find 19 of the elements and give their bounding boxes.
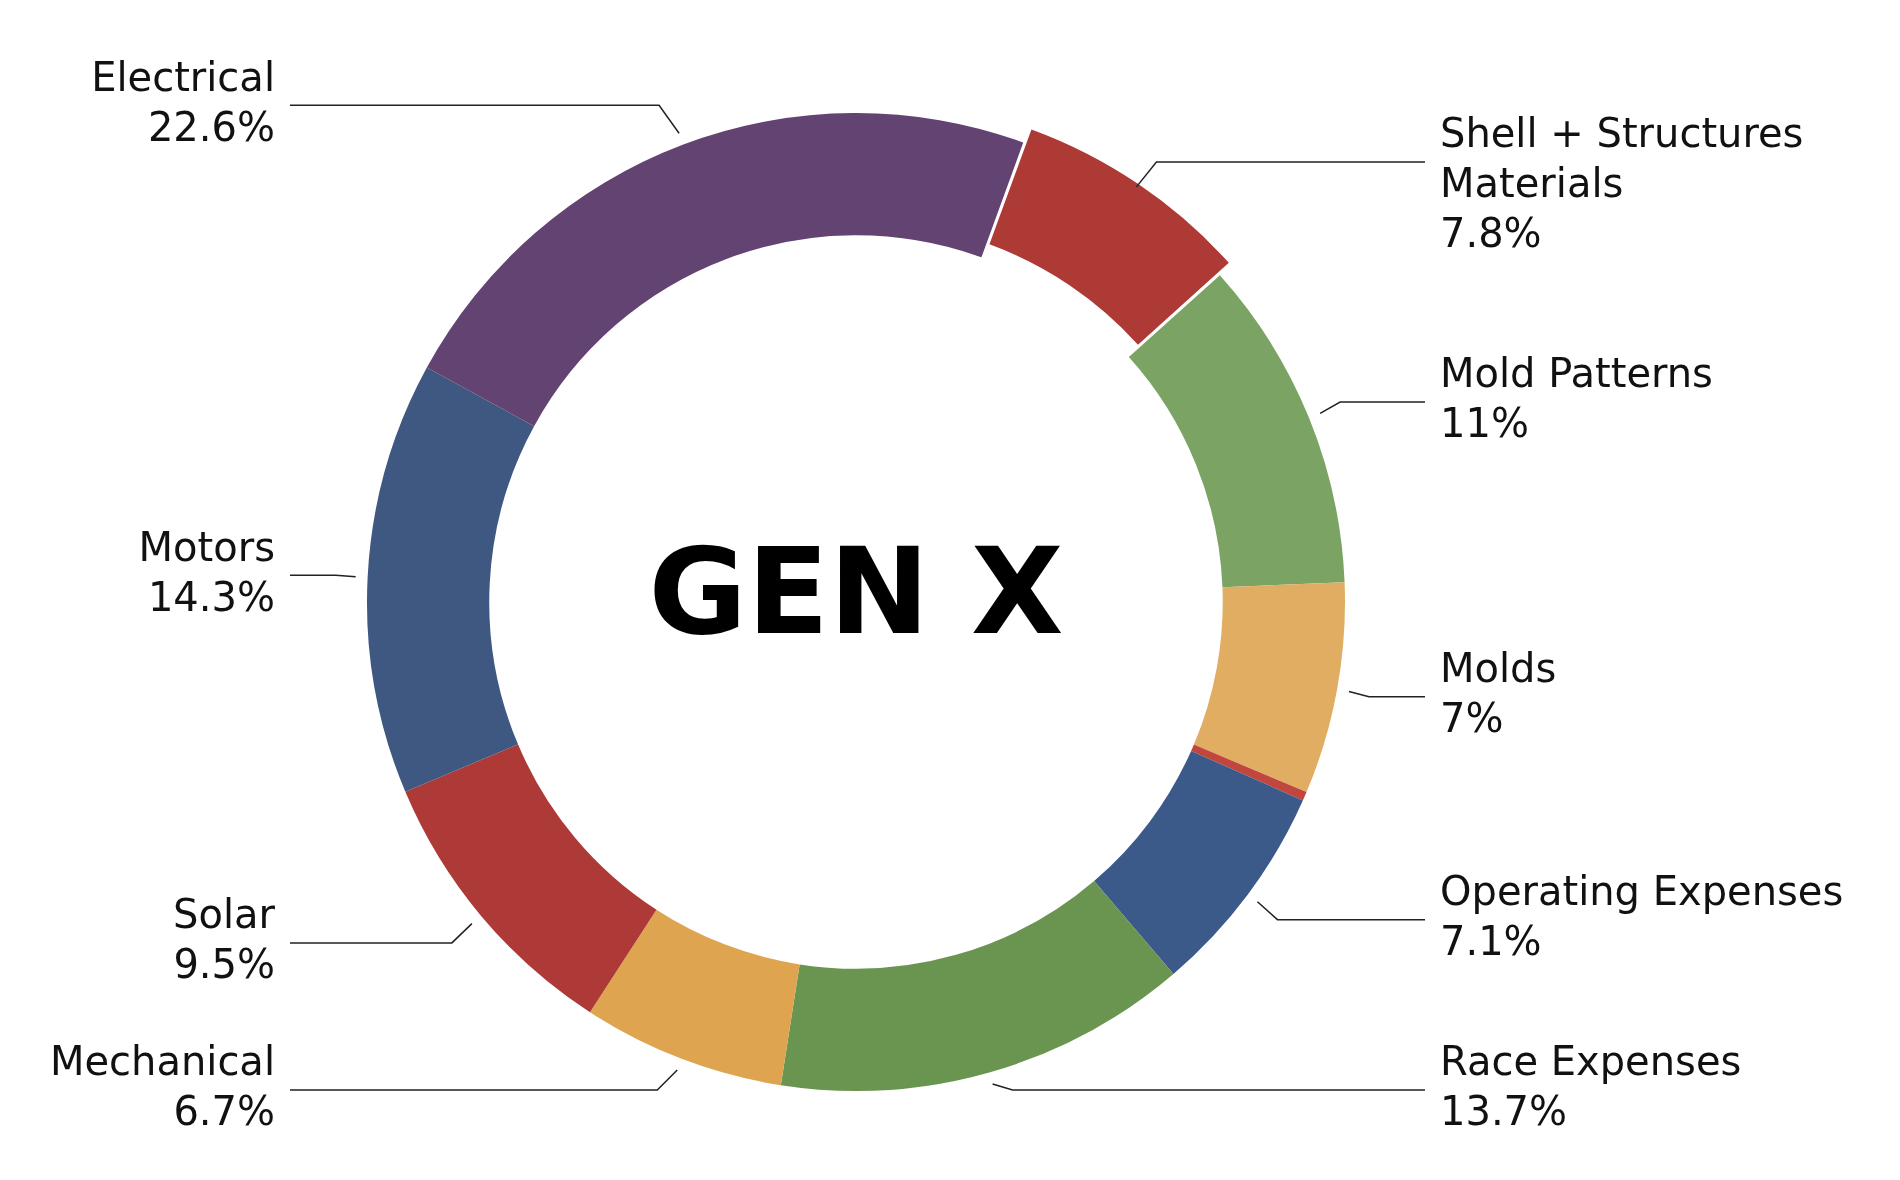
data-label: 13.7% [1440,1088,1568,1135]
data-label: 22.6% [147,103,275,150]
slice-label: Electrical [91,53,275,100]
data-label: 7.8% [1440,210,1542,257]
slice-label: Operating Expenses [1440,868,1844,915]
data-label: 9.5% [173,941,275,988]
slice-label: Race Expenses [1440,1038,1742,1085]
text: GEN X [648,522,1064,662]
slice-label: Shell + Structures Materials [1440,110,1804,207]
slice-label: Mold Patterns [1440,350,1713,397]
slice-label: Solar [173,891,276,938]
slice-label: Molds [1440,645,1557,692]
data-label: 14.3% [147,573,275,620]
data-label: 6.7% [173,1088,275,1135]
slice-label: Motors [138,523,275,570]
data-label: 7% [1440,695,1504,742]
data-label: 7.1% [1440,918,1542,965]
data-label: 11% [1440,400,1529,447]
slice-label: Mechanical [49,1038,275,1085]
